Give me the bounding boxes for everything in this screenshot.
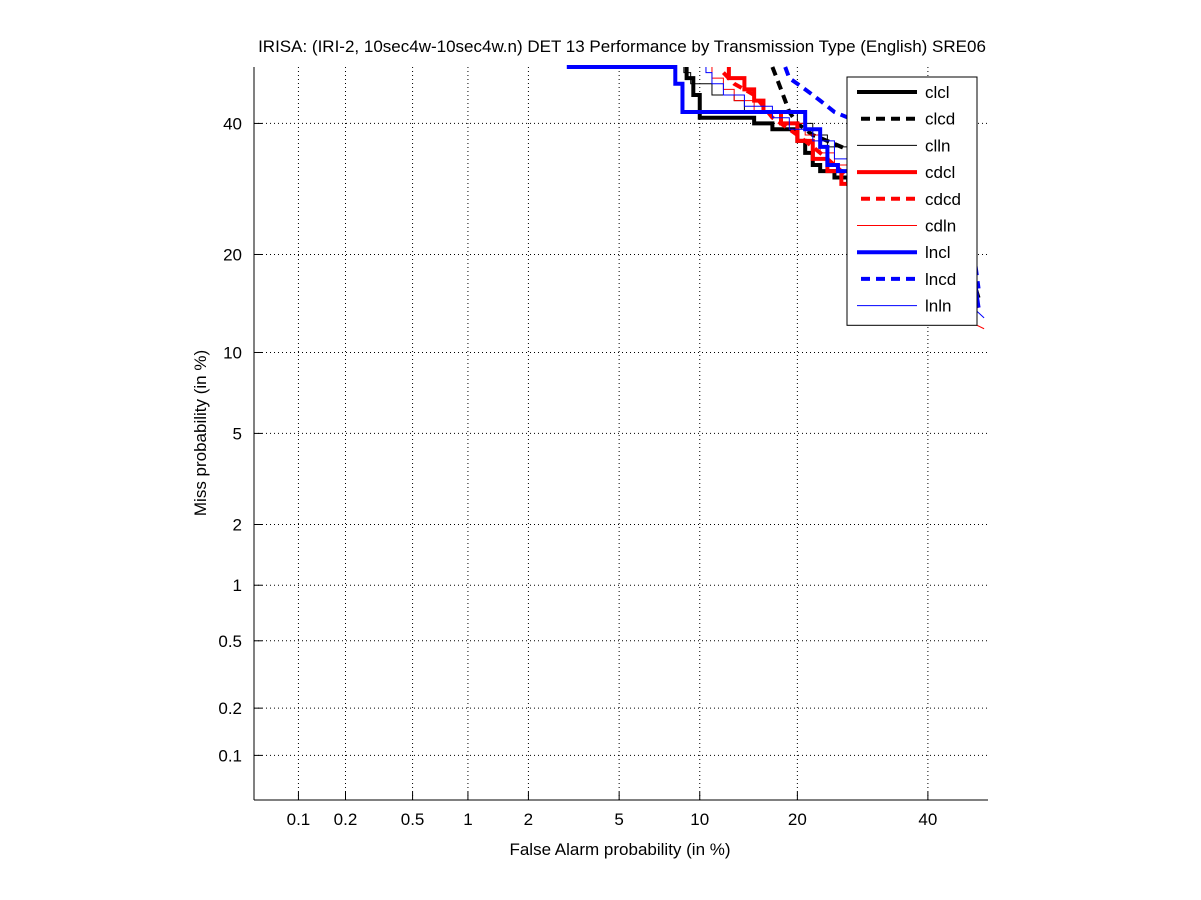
x-tick-label: 40 (918, 810, 937, 829)
x-tick-label: 2 (524, 810, 533, 829)
x-tick-label: 0.2 (334, 810, 358, 829)
legend: clcl clcd clln cdcl cdcd cdln lncl lncd lnln (846, 76, 978, 326)
x-tick-label: 10 (690, 810, 709, 829)
y-tick-label: 1 (233, 576, 242, 595)
legend-label-lncd: lncd (925, 270, 956, 289)
x-axis-label: False Alarm probability (in %) (509, 840, 730, 859)
y-tick-label: 0.2 (218, 699, 242, 718)
legend-label-cdcd: cdcd (925, 190, 961, 209)
y-tick-label: 0.5 (218, 632, 242, 651)
legend-label-lncl: lncl (925, 243, 951, 262)
y-tick-label: 20 (223, 245, 242, 264)
y-ticks: 0.1 0.2 0.5 1 2 5 10 20 40 (218, 114, 262, 765)
x-tick-label: 0.5 (401, 810, 425, 829)
legend-label-lnln: lnln (925, 297, 951, 316)
legend-label-cdln: cdln (925, 217, 956, 236)
x-tick-label: 20 (788, 810, 807, 829)
x-ticks: 0.1 0.2 0.5 1 2 5 10 20 40 (287, 792, 937, 829)
y-tick-label: 0.1 (218, 746, 242, 765)
x-tick-label: 1 (463, 810, 472, 829)
y-tick-label: 40 (223, 114, 242, 133)
x-tick-label: 0.1 (287, 810, 311, 829)
chart-title: IRISA: (IRI-2, 10sec4w-10sec4w.n) DET 13… (258, 37, 986, 56)
legend-label-clln: clln (925, 136, 951, 155)
y-tick-label: 2 (233, 515, 242, 534)
legend-label-cdcl: cdcl (925, 163, 955, 182)
y-tick-label: 5 (233, 424, 242, 443)
y-tick-label: 10 (223, 343, 242, 362)
legend-label-clcd: clcd (925, 110, 955, 129)
x-tick-label: 5 (614, 810, 623, 829)
legend-label-clcl: clcl (925, 83, 950, 102)
y-axis-label: Miss probability (in %) (191, 350, 210, 516)
